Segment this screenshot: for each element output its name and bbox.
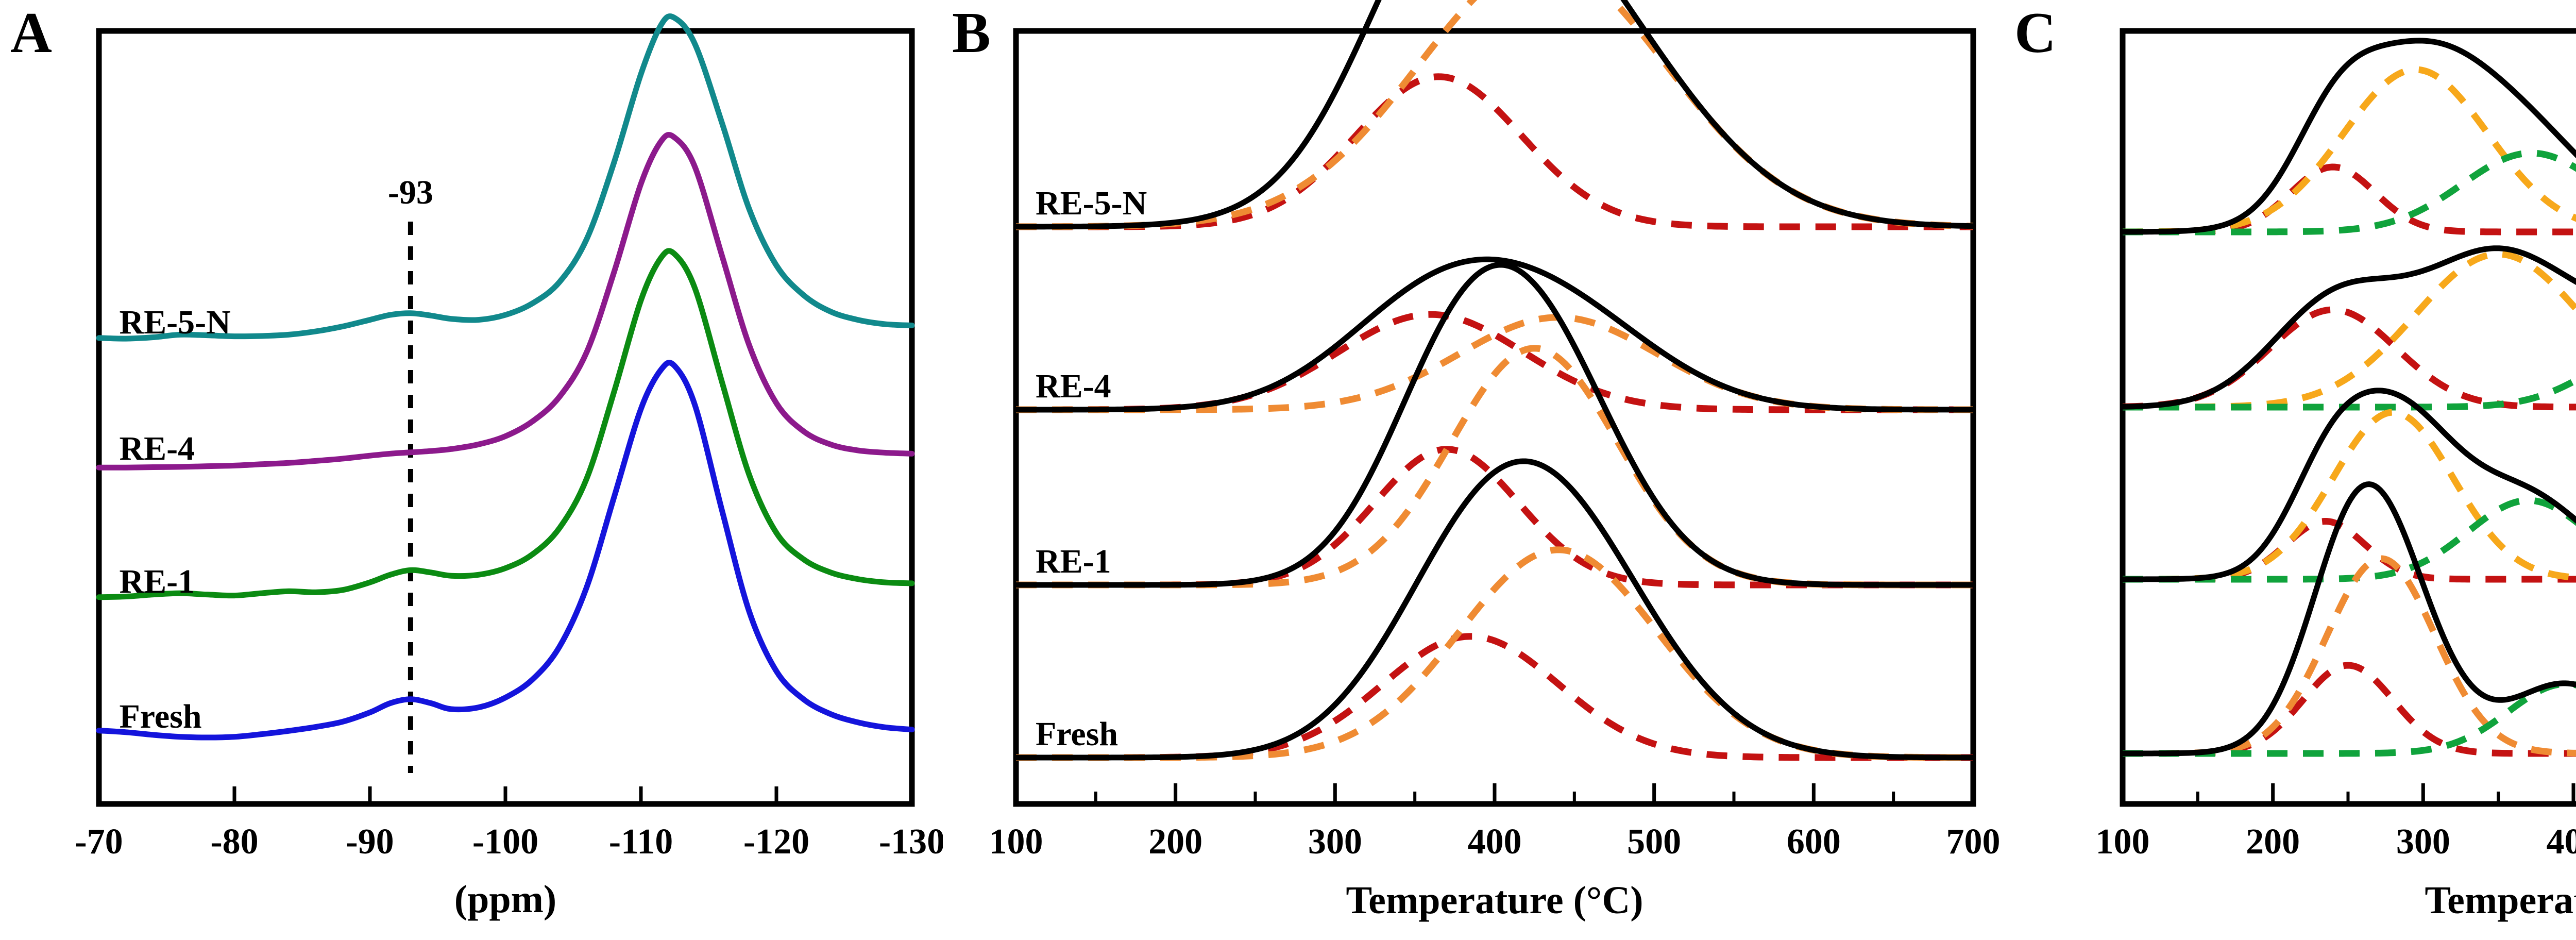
x-tick-label: 400	[1468, 822, 1522, 862]
x-axis-title: (ppm)	[454, 878, 556, 921]
x-tick-label: 100	[2096, 822, 2150, 862]
panel-b-plot: 100 200 300 400 500 600 700 Temperature (°C) RE-…	[989, 0, 2001, 922]
envelope-curve	[2120, 38, 2576, 235]
component-strong-acid-site	[2123, 376, 2576, 411]
component-medium-acid-site	[2122, 409, 2576, 583]
envelope-curve	[1013, 458, 1976, 761]
envelope-curve	[1013, 256, 1976, 413]
x-tick-label: -110	[609, 822, 673, 862]
x-axis-title: Temperature (°C)	[1346, 879, 1643, 922]
tpd-trace-re-5-n: RE-5-N	[2120, 38, 2576, 236]
component-medium-acid-site	[2122, 66, 2576, 236]
x-tick-label: -80	[210, 822, 258, 862]
component-high-temperature-acid-site	[1016, 546, 1974, 761]
component-weak-acid-site	[2122, 306, 2576, 411]
nmr-trace-re-1: RE-1	[96, 248, 915, 600]
tpd-trace-re-1: RE-1	[1013, 262, 1976, 589]
envelope-curve	[1013, 262, 1976, 588]
x-tick-label: 100	[989, 822, 1043, 862]
x-tick-label: -100	[472, 822, 538, 862]
component-medium-acid-site	[2123, 250, 2576, 411]
x-axis-title: Temperature (°C)	[2425, 879, 2576, 922]
panel-b-axes: 100 200 300 400 500 600 700 Temperature (°C)	[989, 28, 2001, 922]
trace-label: RE-1	[1036, 543, 1111, 580]
trace-label: RE-5-N	[1036, 184, 1147, 222]
nmr-trace-re-5-n: RE-5-N	[96, 13, 915, 342]
trace-label: RE-4	[119, 430, 195, 467]
component-weak-acid-site	[2123, 163, 2576, 236]
panel-a-letter: A	[10, 1, 52, 65]
x-tick-label: 500	[1627, 822, 1681, 862]
component-weak-acid-site	[2123, 518, 2576, 583]
x-tick-label: -130	[879, 822, 943, 862]
trace-label: RE-5-N	[119, 304, 230, 341]
panel-a-plot: -70 -80 -90 -100 -110 -120 -130 (ppm) -93 RE-5-N R…	[75, 13, 943, 921]
x-tick-label: 300	[2396, 822, 2450, 862]
panel-b-letter: B	[952, 1, 991, 65]
trace-label: RE-4	[1036, 367, 1111, 405]
component-low-temperature-acid-site	[1016, 633, 1973, 761]
nmr-trace-fresh: Fresh	[96, 360, 915, 741]
component-strong-acid-site	[2123, 149, 2576, 236]
panel-b: B 100 200 300 400 500 600 700 Temperature (°C) R…	[943, 0, 2004, 940]
component-strong-acid-site	[2123, 680, 2576, 757]
x-tick-label: 600	[1787, 822, 1841, 862]
component-low-temperature-acid-site	[1016, 73, 1973, 230]
x-tick-label: 200	[2246, 822, 2300, 862]
x-tick-label: 400	[2547, 822, 2576, 862]
component-medium-acid-site	[2122, 555, 2576, 757]
tpd-trace-re-4: RE-4	[1013, 256, 1976, 413]
panel-a-axes: -70 -80 -90 -100 -110 -120 -130 (ppm)	[75, 28, 943, 921]
tpd-trace-re-1: RE-1	[2120, 388, 2576, 583]
panel-a: A -70 -80 -90 -100 -110 -120 -130 (ppm) -93 RE-5-…	[0, 0, 943, 940]
ppm-guide-annotation: -93	[388, 174, 433, 773]
tpd-trace-fresh: Fresh	[2120, 481, 2576, 757]
tpd-trace-fresh: Fresh	[1013, 458, 1976, 761]
trace-label: Fresh	[1036, 715, 1118, 753]
envelope-curve	[2120, 245, 2576, 410]
trace-label: Fresh	[119, 698, 201, 735]
component-high-temperature-acid-site	[1016, 345, 1973, 589]
trace-label: RE-1	[119, 563, 195, 600]
annotation-label: -93	[388, 174, 433, 211]
component-low-temperature-acid-site	[1016, 311, 1973, 413]
component-high-temperature-acid-site	[1016, 314, 1973, 413]
tpd-trace-re-5-n: RE-5-N	[1013, 0, 1976, 230]
envelope-curve	[2120, 388, 2576, 582]
component-strong-acid-site	[2123, 497, 2576, 583]
component-high-temperature-acid-site	[1016, 0, 1974, 230]
nmr-trace-re-4: RE-4	[96, 132, 915, 471]
x-tick-label: -120	[743, 822, 809, 862]
x-tick-label: 200	[1148, 822, 1202, 862]
tpd-trace-re-4: RE-4	[2120, 245, 2576, 411]
envelope-curve	[1013, 0, 1976, 230]
x-tick-label: -90	[346, 822, 394, 862]
x-tick-label: 700	[1946, 822, 2001, 862]
panel-c-letter: C	[2014, 1, 2056, 65]
x-tick-label: -70	[75, 822, 123, 862]
x-tick-label: 300	[1308, 822, 1362, 862]
envelope-curve	[2120, 481, 2576, 757]
